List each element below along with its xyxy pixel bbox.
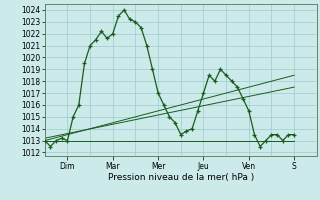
X-axis label: Pression niveau de la mer( hPa ): Pression niveau de la mer( hPa ) <box>108 173 254 182</box>
